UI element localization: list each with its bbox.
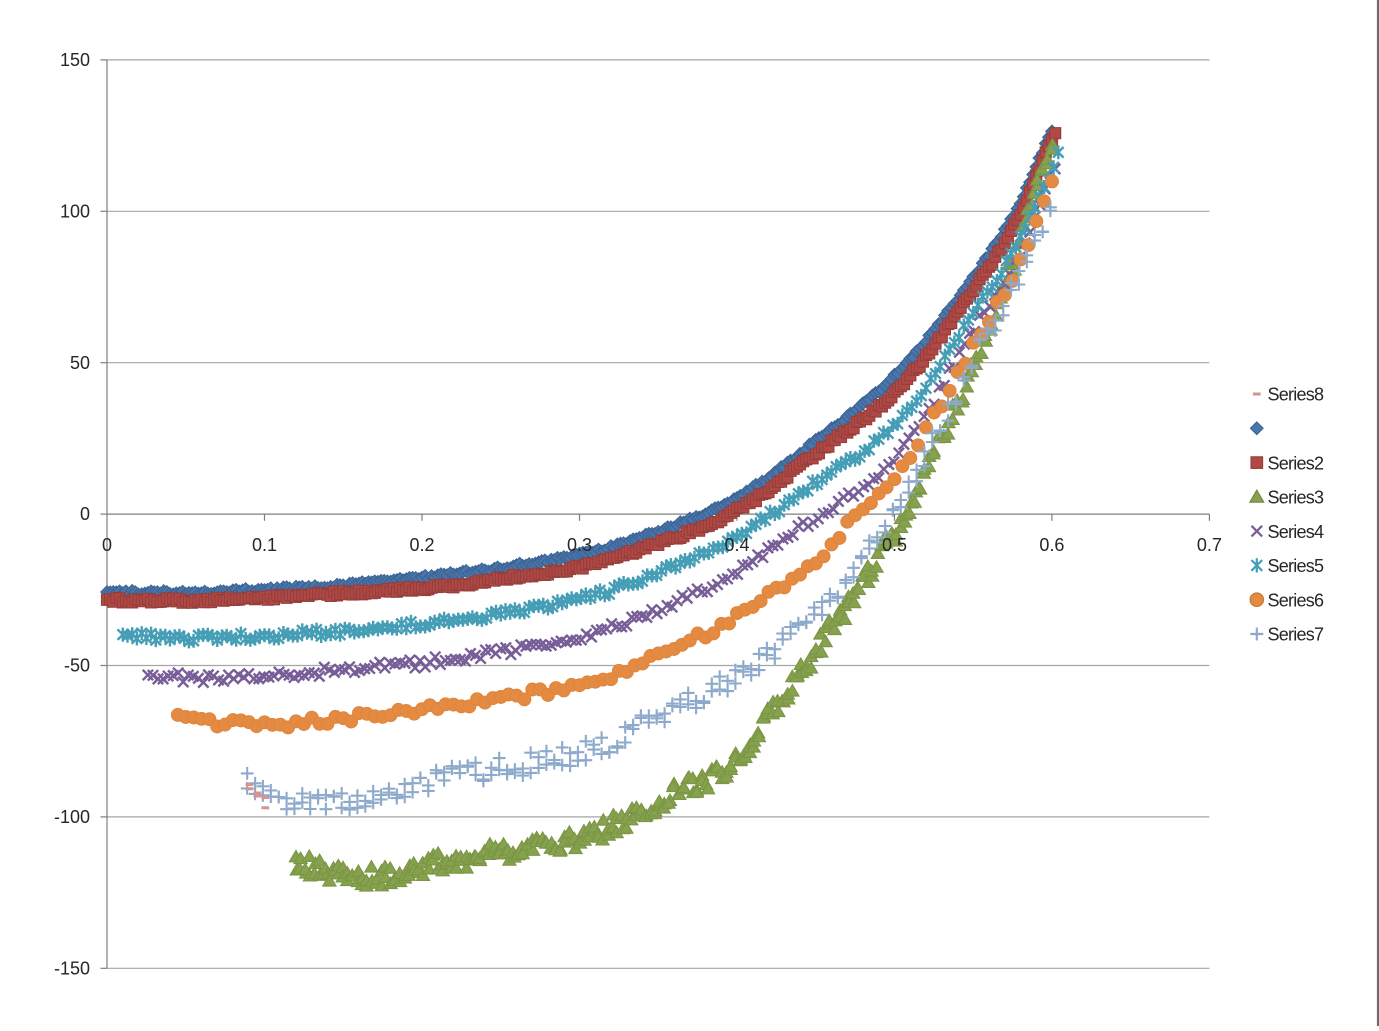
svg-text:150: 150 [60,50,90,70]
svg-text:Series7: Series7 [1268,625,1325,645]
svg-text:0.4: 0.4 [724,535,749,555]
svg-text:0.2: 0.2 [409,535,434,555]
svg-text:0.1: 0.1 [252,535,277,555]
svg-text:Series3: Series3 [1268,488,1325,508]
svg-text:Series8: Series8 [1268,385,1325,405]
svg-text:0: 0 [102,535,112,555]
svg-text:0.7: 0.7 [1197,535,1222,555]
svg-text:0.5: 0.5 [882,535,907,555]
svg-text:0.6: 0.6 [1039,535,1064,555]
svg-text:0.3: 0.3 [567,535,592,555]
svg-text:-50: -50 [64,656,90,676]
svg-text:Series4: Series4 [1268,522,1325,542]
svg-text:0: 0 [80,504,90,524]
svg-text:-150: -150 [54,958,90,978]
svg-text:Series5: Series5 [1268,556,1325,576]
svg-text:100: 100 [60,201,90,221]
svg-text:50: 50 [70,353,90,373]
svg-text:-100: -100 [54,807,90,827]
svg-text:Series2: Series2 [1268,453,1325,473]
svg-text:Series6: Series6 [1268,590,1325,610]
